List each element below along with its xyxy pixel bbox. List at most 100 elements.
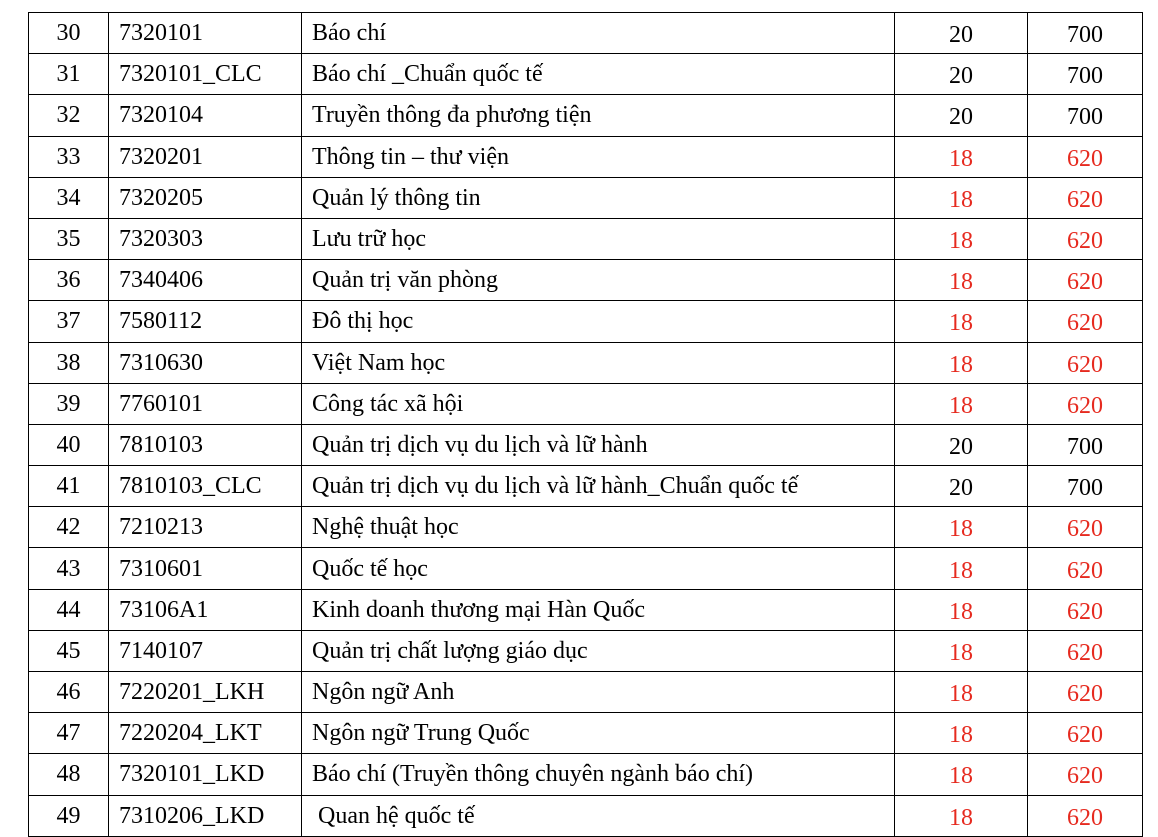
min-score-cell: 18 <box>894 753 1028 796</box>
min-score-cell: 18 <box>894 670 1028 714</box>
min-score-cell: 20 <box>894 11 1028 55</box>
major-name-cell: Công tác xã hội <box>301 382 895 425</box>
threshold-score-cell: 620 <box>1027 712 1143 755</box>
major-name-cell: Đô thị học <box>301 300 895 343</box>
table-row: 46 7220201_LKH Ngôn ngữ Anh 18 620 <box>28 670 1143 714</box>
major-code-cell: 7760101 <box>108 382 302 425</box>
table-body: 30 7320101 Báo chí 20 700 31 7320101_CLC Báo ch… <box>28 11 1143 837</box>
row-number-cell: 44 <box>28 588 109 631</box>
major-name-cell: Báo chí _Chuẩn quốc tế <box>301 53 895 96</box>
major-name-cell: Quản trị dịch vụ du lịch và lữ hành <box>301 423 895 467</box>
threshold-score-cell: 620 <box>1027 135 1143 178</box>
row-number-cell: 45 <box>28 629 109 673</box>
row-number-cell: 46 <box>28 670 109 714</box>
major-code-cell: 7320104 <box>108 94 302 137</box>
major-code-cell: 7340406 <box>108 259 302 302</box>
row-number-cell: 30 <box>28 11 109 55</box>
min-score-cell: 18 <box>894 547 1028 590</box>
min-score-cell: 20 <box>894 465 1028 508</box>
min-score-cell: 18 <box>894 135 1028 178</box>
threshold-score-cell: 620 <box>1027 382 1143 425</box>
min-score-cell: 18 <box>894 712 1028 755</box>
major-name-cell: Quản trị chất lượng giáo dục <box>301 629 895 673</box>
min-score-cell: 18 <box>894 382 1028 425</box>
threshold-score-cell: 620 <box>1027 588 1143 631</box>
major-name-cell: Truyền thông đa phương tiện <box>301 94 895 137</box>
admission-table: 30 7320101 Báo chí 20 700 31 7320101_CLC Báo ch… <box>28 11 1143 837</box>
threshold-score-cell: 700 <box>1027 94 1143 137</box>
threshold-score-cell: 620 <box>1027 259 1143 302</box>
major-code-cell: 7140107 <box>108 629 302 673</box>
major-code-cell: 7210213 <box>108 506 302 549</box>
table-row: 33 7320201 Thông tin – thư viện 18 620 <box>28 135 1143 178</box>
table-row: 43 7310601 Quốc tế học 18 620 <box>28 547 1143 590</box>
threshold-score-cell: 700 <box>1027 53 1143 96</box>
min-score-cell: 18 <box>894 176 1028 219</box>
major-name-cell: Kinh doanh thương mại Hàn Quốc <box>301 588 895 631</box>
major-code-cell: 7320101_LKD <box>108 753 302 796</box>
table-row: 30 7320101 Báo chí 20 700 <box>28 11 1143 55</box>
row-number-cell: 33 <box>28 135 109 178</box>
major-name-cell: Ngôn ngữ Anh <box>301 670 895 714</box>
row-number-cell: 42 <box>28 506 109 549</box>
major-name-cell: Ngôn ngữ Trung Quốc <box>301 712 895 755</box>
row-number-cell: 48 <box>28 753 109 796</box>
threshold-score-cell: 620 <box>1027 794 1143 837</box>
major-code-cell: 7320101_CLC <box>108 53 302 96</box>
min-score-cell: 18 <box>894 300 1028 343</box>
min-score-cell: 18 <box>894 506 1028 549</box>
major-name-cell: Việt Nam học <box>301 341 895 384</box>
major-name-cell: Quốc tế học <box>301 547 895 590</box>
table-row: 31 7320101_CLC Báo chí _Chuẩn quốc tế 20 700 <box>28 53 1143 96</box>
row-number-cell: 41 <box>28 465 109 508</box>
threshold-score-cell: 620 <box>1027 217 1143 261</box>
table-row: 39 7760101 Công tác xã hội 18 620 <box>28 382 1143 425</box>
min-score-cell: 18 <box>894 341 1028 384</box>
threshold-score-cell: 700 <box>1027 11 1143 55</box>
major-code-cell: 7310206_LKD <box>108 794 302 837</box>
major-code-cell: 7310630 <box>108 341 302 384</box>
threshold-score-cell: 620 <box>1027 547 1143 590</box>
major-code-cell: 73106A1 <box>108 588 302 631</box>
threshold-score-cell: 700 <box>1027 423 1143 467</box>
table-row: 40 7810103 Quản trị dịch vụ du lịch và lữ … <box>28 423 1143 467</box>
major-code-cell: 7810103_CLC <box>108 465 302 508</box>
major-code-cell: 7580112 <box>108 300 302 343</box>
major-code-cell: 7220201_LKH <box>108 670 302 714</box>
threshold-score-cell: 620 <box>1027 506 1143 549</box>
row-number-cell: 40 <box>28 423 109 467</box>
threshold-score-cell: 620 <box>1027 300 1143 343</box>
major-name-cell: Nghệ thuật học <box>301 506 895 549</box>
major-name-cell: Quản trị dịch vụ du lịch và lữ hành_Chuẩ… <box>301 465 895 508</box>
table-row: 49 7310206_LKD Quan hệ quốc tế 18 620 <box>28 794 1143 837</box>
row-number-cell: 35 <box>28 217 109 261</box>
major-name-cell: Báo chí (Truyền thông chuyên ngành báo c… <box>301 753 895 796</box>
major-name-cell: Lưu trữ học <box>301 217 895 261</box>
row-number-cell: 31 <box>28 53 109 96</box>
major-name-cell: Quản lý thông tin <box>301 176 895 219</box>
min-score-cell: 18 <box>894 629 1028 673</box>
row-number-cell: 37 <box>28 300 109 343</box>
threshold-score-cell: 620 <box>1027 670 1143 714</box>
table-row: 37 7580112 Đô thị học 18 620 <box>28 300 1143 343</box>
major-name-cell: Thông tin – thư viện <box>301 135 895 178</box>
table-row: 35 7320303 Lưu trữ học 18 620 <box>28 217 1143 261</box>
major-name-cell: Quan hệ quốc tế <box>301 794 895 837</box>
min-score-cell: 20 <box>894 94 1028 137</box>
min-score-cell: 18 <box>894 259 1028 302</box>
min-score-cell: 20 <box>894 423 1028 467</box>
major-code-cell: 7320201 <box>108 135 302 178</box>
major-name-cell: Quản trị văn phòng <box>301 259 895 302</box>
row-number-cell: 36 <box>28 259 109 302</box>
table-row: 45 7140107 Quản trị chất lượng giáo dục 18 6… <box>28 629 1143 673</box>
table-row: 36 7340406 Quản trị văn phòng 18 620 <box>28 259 1143 302</box>
threshold-score-cell: 620 <box>1027 176 1143 219</box>
row-number-cell: 32 <box>28 94 109 137</box>
table-row: 38 7310630 Việt Nam học 18 620 <box>28 341 1143 384</box>
major-name-cell: Báo chí <box>301 11 895 55</box>
min-score-cell: 18 <box>894 794 1028 837</box>
major-code-cell: 7220204_LKT <box>108 712 302 755</box>
major-code-cell: 7810103 <box>108 423 302 467</box>
row-number-cell: 34 <box>28 176 109 219</box>
threshold-score-cell: 700 <box>1027 465 1143 508</box>
